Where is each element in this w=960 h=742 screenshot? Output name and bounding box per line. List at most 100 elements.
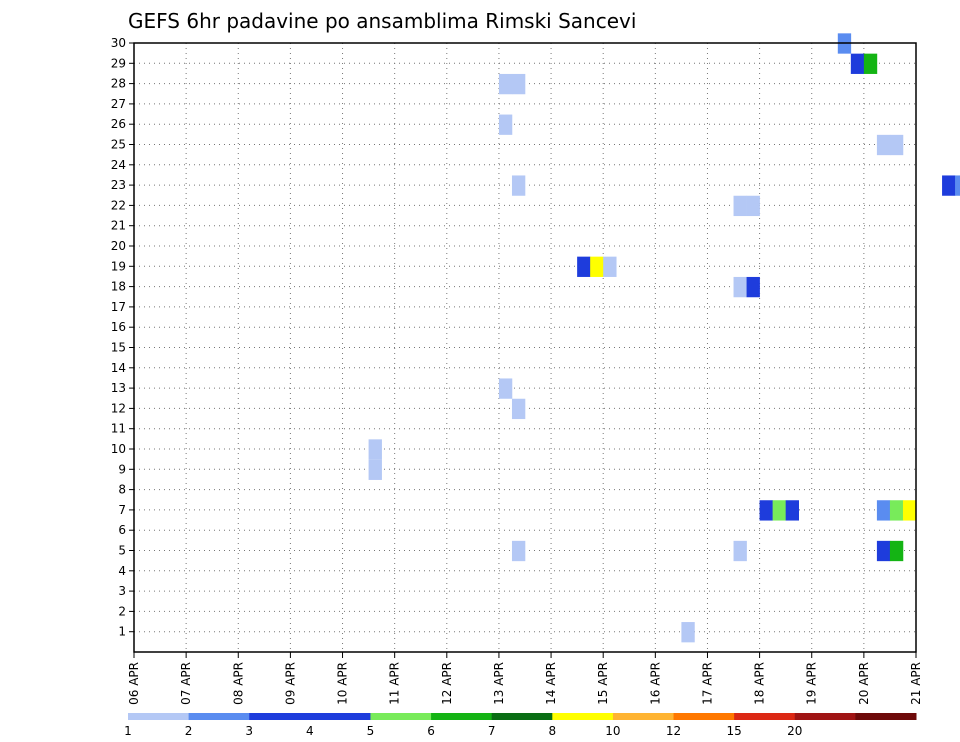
data-cell: [511, 73, 526, 95]
x-tick-label: 19 APR: [805, 662, 819, 705]
legend-label: 15: [727, 724, 742, 738]
data-cell: [889, 540, 904, 562]
data-cell: [850, 53, 865, 74]
data-cell: [590, 256, 604, 277]
legend-swatch: [612, 713, 675, 720]
y-tick-label: 25: [111, 138, 126, 152]
data-cell: [759, 500, 773, 521]
y-tick-label: 22: [111, 198, 126, 212]
y-tick-label: 13: [111, 381, 126, 395]
grid: [134, 43, 916, 652]
y-tick-label: 16: [111, 320, 126, 334]
legend-swatch: [370, 713, 432, 720]
legend-swatch: [249, 713, 311, 720]
legend-label: 1: [124, 724, 132, 738]
legend-label: 5: [367, 724, 375, 738]
legend-swatch: [734, 713, 796, 720]
legend-swatch: [309, 713, 371, 720]
y-tick-label: 17: [111, 300, 126, 314]
legend-label: 2: [185, 724, 193, 738]
y-tick-label: 1: [118, 625, 126, 639]
legend-swatch: [552, 713, 614, 720]
data-cell: [876, 540, 891, 562]
y-tick-label: 10: [111, 442, 126, 456]
y-tick-label: 5: [118, 544, 126, 558]
data-cell: [577, 256, 591, 277]
data-cell: [889, 134, 904, 156]
y-tick-label: 29: [111, 56, 126, 70]
y-tick-label: 6: [118, 523, 126, 537]
x-tick-label: 13 APR: [492, 662, 506, 705]
data-cell: [368, 439, 382, 460]
legend-swatch: [128, 713, 190, 720]
data-cell: [733, 195, 747, 217]
data-cell: [511, 398, 526, 420]
data-cell: [785, 500, 799, 521]
x-tick-label: 09 APR: [283, 662, 297, 705]
y-tick-label: 20: [111, 239, 126, 253]
legend-swatch: [491, 713, 553, 720]
y-tick-label: 14: [111, 361, 126, 375]
data-cell: [746, 195, 760, 217]
data-cell: [746, 276, 760, 298]
x-tick-label: 07 APR: [179, 662, 193, 705]
color-legend: 1 2 3 4 5 6 7 8 10 12 15 20: [124, 713, 917, 738]
data-cell: [955, 175, 960, 196]
data-cell: [863, 53, 878, 74]
x-tick-label: 12 APR: [440, 662, 454, 705]
legend-label: 20: [787, 724, 802, 738]
legend-swatch: [673, 713, 735, 720]
legend-label: 7: [488, 724, 496, 738]
data-cell: [681, 622, 695, 643]
legend-swatch: [855, 713, 917, 720]
x-tick-label: 17 APR: [700, 662, 714, 705]
x-tick-label: 06 APR: [127, 662, 141, 705]
x-tick-label: 20 APR: [857, 662, 871, 705]
y-tick-label: 8: [118, 483, 126, 497]
legend-label: 6: [427, 724, 435, 738]
y-tick-label: 9: [118, 462, 126, 476]
y-tick-label: 27: [111, 97, 126, 111]
data-cell: [889, 500, 904, 521]
data-cell: [876, 500, 891, 521]
data-cell: [942, 175, 956, 196]
y-tick-label: 26: [111, 117, 126, 131]
data-cell: [511, 540, 526, 562]
y-tick-label: 2: [118, 604, 126, 618]
legend-swatch: [794, 713, 856, 720]
legend-label: 8: [548, 724, 556, 738]
data-cell: [498, 378, 513, 399]
y-tick-label: 28: [111, 77, 126, 91]
x-axis: 06 APR 07 APR 08 APR 09 APR 10 APR 11 APR 12 A…: [127, 652, 923, 705]
data-cell: [733, 540, 747, 562]
y-tick-label: 12: [111, 401, 126, 415]
data-cell: [603, 256, 617, 277]
y-tick-label: 18: [111, 280, 126, 294]
legend-label: 4: [306, 724, 314, 738]
y-tick-label: 3: [118, 584, 126, 598]
x-tick-label: 11 APR: [388, 662, 402, 705]
y-tick-label: 15: [111, 341, 126, 355]
y-tick-label: 21: [111, 219, 126, 233]
data-cell: [733, 276, 747, 298]
y-tick-label: 11: [111, 422, 126, 436]
legend-swatch: [431, 713, 493, 720]
data-cell: [498, 73, 513, 95]
legend-swatch: [188, 713, 250, 720]
x-tick-label: 15 APR: [596, 662, 610, 705]
data-cell: [902, 500, 917, 521]
data-cell: [876, 134, 891, 156]
y-tick-label: 24: [111, 158, 126, 172]
legend-label: 12: [666, 724, 681, 738]
legend-label: 10: [605, 724, 620, 738]
legend-label: 3: [245, 724, 253, 738]
y-axis: 1234567891011121314151617181920212223242…: [111, 36, 134, 639]
data-cell: [498, 114, 513, 135]
data-cell: [368, 459, 382, 480]
y-tick-label: 30: [111, 36, 126, 50]
y-tick-label: 23: [111, 178, 126, 192]
x-tick-label: 10 APR: [336, 662, 350, 705]
x-tick-label: 18 APR: [753, 662, 767, 705]
x-tick-label: 08 APR: [231, 662, 245, 705]
